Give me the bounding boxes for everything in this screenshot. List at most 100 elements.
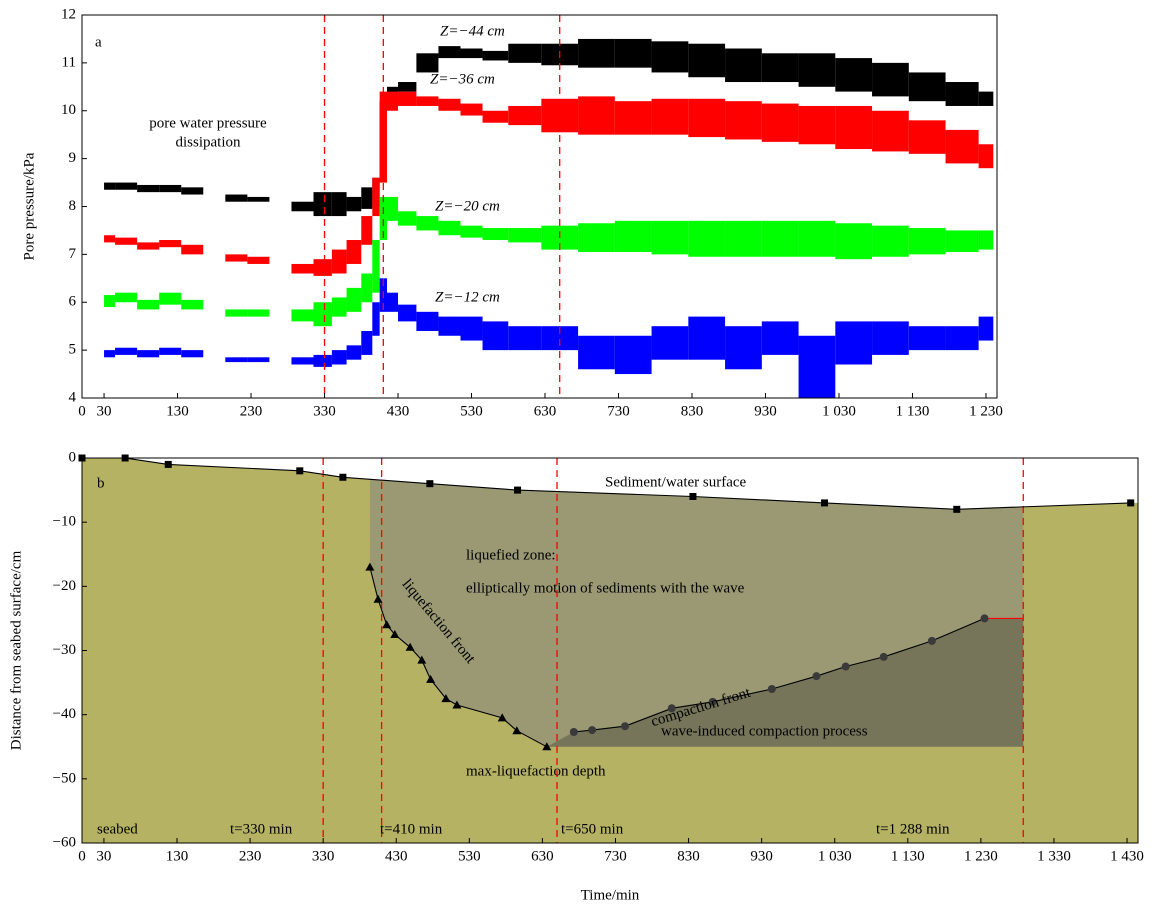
surface-marker: [1127, 499, 1135, 507]
pressure-range: [835, 321, 873, 365]
annotation: pore water pressure: [149, 115, 267, 131]
x-axis-title: Time/min: [581, 887, 640, 903]
front-marker: [417, 655, 427, 664]
pressure-range: [225, 254, 248, 262]
pressure-range: [482, 50, 509, 61]
pressure-range: [159, 240, 182, 248]
pressure-range: [346, 345, 362, 360]
liquefied-zone: [369, 479, 1024, 747]
pressure-range: [872, 321, 909, 355]
surface-marker: [296, 467, 304, 475]
pressure-range: [798, 53, 836, 87]
event-label: t=1 288 min: [876, 821, 950, 837]
annotation: dissipation: [175, 134, 241, 150]
pressure-range: [651, 41, 689, 73]
pressure-range: [872, 225, 909, 257]
pressure-range: [137, 350, 160, 358]
pressure-range: [614, 38, 652, 68]
pressure-range: [908, 228, 946, 255]
pressure-range: [115, 347, 138, 355]
compaction-marker: [841, 662, 850, 671]
x-tick-label: 630: [534, 403, 557, 419]
x-tick-label: 830: [677, 848, 700, 864]
pressure-range: [761, 53, 799, 83]
pressure-range: [508, 228, 542, 243]
x-tick-label: 730: [607, 403, 630, 419]
pressure-range: [398, 211, 417, 226]
pressure-range: [313, 192, 332, 217]
x-tick-label: 430: [387, 403, 410, 419]
pressure-range: [978, 144, 994, 169]
pressure-range: [614, 101, 652, 135]
x-tick-label: 30: [96, 848, 111, 864]
pressure-range: [508, 326, 542, 351]
surface-label: Sediment/water surface: [605, 474, 747, 490]
y-tick-label: 0: [69, 449, 77, 465]
y-tick-label: −50: [53, 770, 76, 786]
pressure-range: [159, 347, 182, 355]
pressure-range: [835, 105, 873, 150]
pressure-range: [398, 91, 417, 106]
y-tick-label: 5: [69, 342, 77, 358]
y-axis-title: Pore pressure/kPa: [21, 152, 37, 260]
x-tick-label: 130: [166, 403, 189, 419]
pressure-range: [438, 316, 461, 336]
pressure-range: [978, 316, 994, 341]
front-marker: [373, 594, 383, 603]
x-tick-label: 430: [385, 848, 408, 864]
x-tick-label: 0: [78, 848, 86, 864]
pressure-range: [651, 326, 689, 360]
series-label: Z=−12 cm: [435, 289, 500, 305]
pressure-range: [872, 62, 909, 97]
surface-marker: [820, 499, 828, 507]
pressure-range: [978, 91, 994, 106]
pressure-range: [614, 335, 652, 375]
surface-marker: [514, 486, 522, 494]
pressure-range: [908, 120, 946, 154]
pressure-range: [835, 58, 873, 92]
pressure-range: [438, 46, 461, 59]
pressure-range: [159, 184, 182, 193]
pressure-range: [159, 292, 182, 305]
y-tick-label: 6: [69, 294, 77, 310]
x-tick-label: 1 430: [1110, 848, 1144, 864]
front-marker: [365, 562, 375, 571]
y-tick-label: 7: [69, 246, 77, 262]
pressure-range: [761, 220, 799, 257]
front-marker: [390, 630, 400, 638]
compaction-marker: [879, 652, 888, 661]
compaction-marker: [569, 727, 578, 736]
pressure-range: [104, 235, 116, 243]
y-tick-label: 11: [62, 54, 76, 70]
surface-marker: [164, 460, 172, 468]
event-label: t=330 min: [230, 821, 293, 837]
pressure-range: [651, 220, 689, 255]
pressure-range: [761, 321, 799, 355]
pressure-range: [460, 48, 483, 59]
compaction-marker: [620, 722, 629, 731]
pressure-range: [247, 256, 270, 264]
series-label: Z=−20 cm: [435, 198, 500, 214]
x-tick-label: 230: [239, 848, 262, 864]
pressure-range: [438, 98, 461, 111]
pressure-range: [725, 326, 762, 370]
pressure-range: [361, 330, 373, 355]
front-marker: [441, 694, 451, 703]
panel-label: b: [97, 475, 105, 491]
pressure-range: [361, 273, 373, 303]
y-tick-label: −40: [53, 706, 76, 722]
surface-marker: [689, 493, 697, 500]
compaction-marker: [667, 704, 676, 713]
pressure-range: [346, 240, 362, 264]
pressure-range: [438, 220, 461, 236]
pressure-range: [798, 220, 836, 257]
pressure-range: [725, 48, 762, 83]
pressure-range: [346, 196, 362, 212]
pressure-range: [945, 129, 979, 164]
pressure-range: [372, 302, 380, 336]
compaction-marker: [767, 685, 776, 693]
pressure-range: [104, 350, 116, 358]
pressure-range: [372, 240, 380, 293]
pressure-range: [387, 292, 399, 312]
